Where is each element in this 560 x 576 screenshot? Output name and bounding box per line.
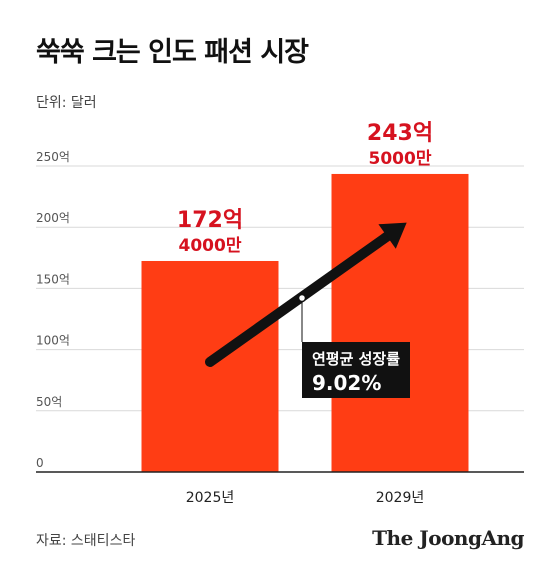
y-tick-label: 250억 [36,150,70,164]
bar-value-sublabel: 5000만 [369,149,432,169]
annotation-box [302,342,410,398]
x-category-label: 2025년 [186,490,235,506]
unit-label: 단위: 달러 [36,95,97,111]
y-tick-label: 200억 [36,211,70,225]
y-tick-label: 0 [36,456,44,470]
annotation-label: 연평균 성장률 [312,350,400,368]
annotation-marker [297,293,307,303]
bar-2029년 [331,173,469,472]
bar-value-label: 243억 [367,121,433,146]
y-tick-label: 50억 [36,395,62,409]
x-category-label: 2029년 [376,490,425,506]
annotation-value: 9.02% [312,371,381,395]
chart-title: 쑥쑥 크는 인도 패션 시장 [36,37,309,68]
y-tick-label: 100억 [36,334,70,348]
y-tick-label: 150억 [36,272,70,286]
growth-arrow-head [378,222,407,249]
publisher-logo: The JoongAng [372,526,524,550]
source-label: 자료: 스태티스타 [36,533,136,549]
bar-value-label: 172억 [177,208,243,233]
bar-value-sublabel: 4000만 [179,236,242,256]
